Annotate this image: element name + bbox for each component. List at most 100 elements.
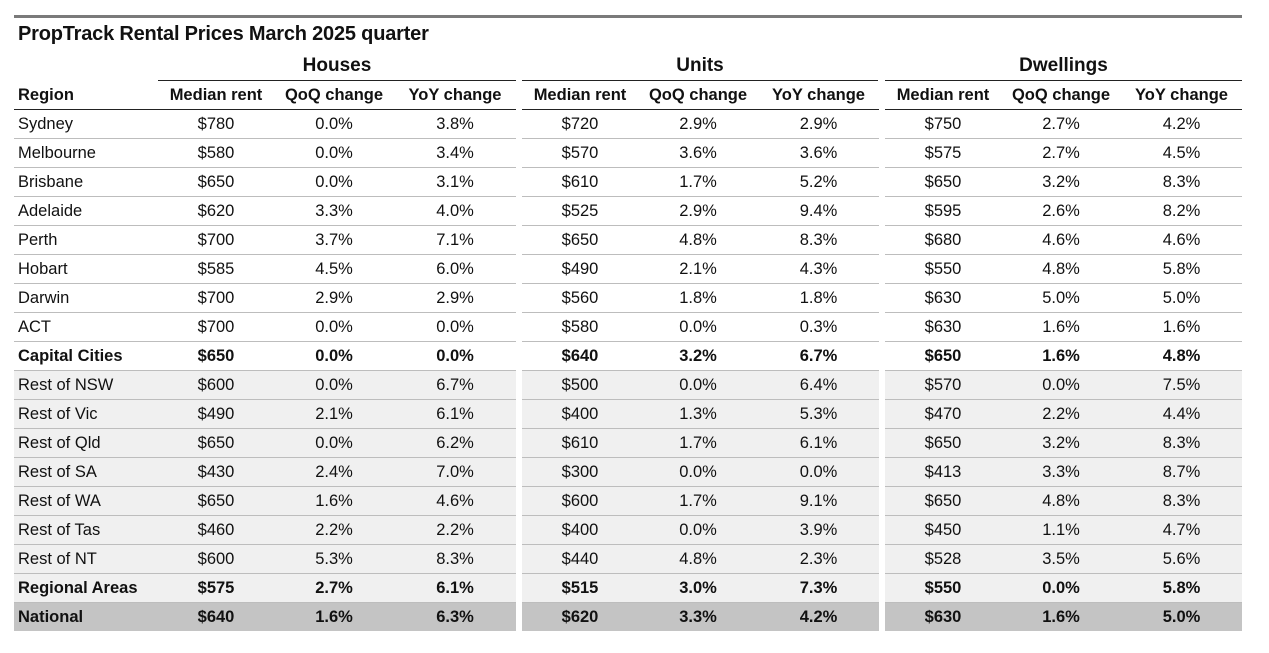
column-gap [879, 602, 885, 631]
table-row: Brisbane $650 0.0% 3.1% $610 1.7% 5.2% $650 3.2%… [14, 167, 1242, 197]
column-gap [516, 109, 522, 139]
units-median-cell: $440 [522, 544, 638, 574]
column-gap [516, 399, 522, 429]
units-qoq-cell: 3.2% [638, 341, 758, 371]
group-header-houses: Houses [302, 55, 372, 76]
column-gap [879, 312, 885, 342]
dwellings-qoq-cell: 0.0% [1001, 573, 1121, 603]
units-qoq-cell: 0.0% [638, 312, 758, 342]
units-qoq-cell: 3.0% [638, 573, 758, 603]
units-qoq-cell: 3.6% [638, 138, 758, 168]
houses-median-cell: $430 [158, 457, 274, 487]
table-row: Rest of Qld $650 0.0% 6.2% $610 1.7% 6.1% $650 3… [14, 428, 1242, 458]
dwellings-qoq-cell: 1.1% [1001, 515, 1121, 545]
column-gap [516, 283, 522, 313]
houses-yoy-cell: 6.7% [394, 370, 516, 400]
region-cell: Capital Cities [14, 341, 158, 371]
units-yoy-cell: 2.9% [758, 109, 879, 139]
dwellings-qoq-cell: 3.2% [1001, 167, 1121, 197]
houses-median-cell: $650 [158, 167, 274, 197]
dwellings-median-cell: $575 [885, 138, 1001, 168]
column-header-dwellings-qoq: QoQ change [1001, 82, 1121, 110]
column-header-houses-median: Median rent [158, 82, 274, 110]
units-qoq-cell: 2.1% [638, 254, 758, 284]
units-yoy-cell: 4.2% [758, 602, 879, 631]
houses-yoy-cell: 6.1% [394, 573, 516, 603]
units-yoy-cell: 0.0% [758, 457, 879, 487]
region-cell: Sydney [14, 109, 158, 139]
units-median-cell: $620 [522, 602, 638, 631]
column-gap [879, 486, 885, 516]
units-median-cell: $490 [522, 254, 638, 284]
houses-median-cell: $650 [158, 428, 274, 458]
table-row: Rest of NSW $600 0.0% 6.7% $500 0.0% 6.4% $570 0… [14, 370, 1242, 400]
houses-qoq-cell: 0.0% [274, 312, 394, 342]
units-median-cell: $560 [522, 283, 638, 313]
region-cell: Rest of Tas [14, 515, 158, 545]
units-yoy-cell: 5.3% [758, 399, 879, 429]
houses-median-cell: $585 [158, 254, 274, 284]
dwellings-qoq-cell: 4.8% [1001, 254, 1121, 284]
houses-yoy-cell: 6.0% [394, 254, 516, 284]
dwellings-qoq-cell: 2.7% [1001, 138, 1121, 168]
rental-prices-table: Region Median rent QoQ change YoY change… [14, 82, 1242, 631]
top-rule [14, 15, 1242, 18]
units-yoy-cell: 6.1% [758, 428, 879, 458]
houses-yoy-cell: 7.1% [394, 225, 516, 255]
houses-qoq-cell: 2.4% [274, 457, 394, 487]
dwellings-yoy-cell: 4.5% [1121, 138, 1242, 168]
houses-qoq-cell: 1.6% [274, 486, 394, 516]
units-median-cell: $400 [522, 515, 638, 545]
houses-qoq-cell: 2.2% [274, 515, 394, 545]
units-median-cell: $610 [522, 428, 638, 458]
units-median-cell: $650 [522, 225, 638, 255]
dwellings-median-cell: $630 [885, 602, 1001, 631]
houses-yoy-cell: 2.2% [394, 515, 516, 545]
table-row: Rest of Vic $490 2.1% 6.1% $400 1.3% 5.3% $470 2… [14, 399, 1242, 429]
houses-qoq-cell: 2.1% [274, 399, 394, 429]
column-gap [516, 254, 522, 284]
dwellings-qoq-cell: 0.0% [1001, 370, 1121, 400]
houses-median-cell: $700 [158, 283, 274, 313]
units-qoq-cell: 2.9% [638, 109, 758, 139]
group-underline-dwellings [885, 80, 1242, 81]
group-underline-units [522, 80, 878, 81]
units-median-cell: $720 [522, 109, 638, 139]
houses-qoq-cell: 0.0% [274, 370, 394, 400]
dwellings-median-cell: $413 [885, 457, 1001, 487]
region-cell: Rest of NSW [14, 370, 158, 400]
dwellings-qoq-cell: 1.6% [1001, 602, 1121, 631]
column-header-houses-qoq: QoQ change [274, 82, 394, 110]
column-gap [516, 341, 522, 371]
dwellings-qoq-cell: 3.2% [1001, 428, 1121, 458]
units-qoq-cell: 1.8% [638, 283, 758, 313]
houses-median-cell: $700 [158, 225, 274, 255]
column-gap [516, 138, 522, 168]
units-median-cell: $610 [522, 167, 638, 197]
units-qoq-cell: 4.8% [638, 544, 758, 574]
table-row: Rest of Tas $460 2.2% 2.2% $400 0.0% 3.9% $450 1… [14, 515, 1242, 545]
dwellings-yoy-cell: 8.3% [1121, 428, 1242, 458]
column-gap [879, 370, 885, 400]
column-gap [516, 544, 522, 574]
region-cell: Rest of Vic [14, 399, 158, 429]
units-median-cell: $400 [522, 399, 638, 429]
houses-yoy-cell: 3.8% [394, 109, 516, 139]
dwellings-yoy-cell: 5.8% [1121, 254, 1242, 284]
units-yoy-cell: 8.3% [758, 225, 879, 255]
dwellings-yoy-cell: 8.3% [1121, 486, 1242, 516]
dwellings-median-cell: $550 [885, 254, 1001, 284]
column-header-units-median: Median rent [522, 82, 638, 110]
page-title: PropTrack Rental Prices March 2025 quart… [18, 23, 429, 45]
houses-qoq-cell: 0.0% [274, 428, 394, 458]
houses-median-cell: $780 [158, 109, 274, 139]
houses-qoq-cell: 0.0% [274, 167, 394, 197]
region-cell: Adelaide [14, 196, 158, 226]
dwellings-qoq-cell: 5.0% [1001, 283, 1121, 313]
dwellings-qoq-cell: 3.3% [1001, 457, 1121, 487]
table-row: Rest of SA $430 2.4% 7.0% $300 0.0% 0.0% $413 3.… [14, 457, 1242, 487]
table-row: National $640 1.6% 6.3% $620 3.3% 4.2% $630 1.6%… [14, 602, 1242, 631]
units-yoy-cell: 3.6% [758, 138, 879, 168]
region-cell: ACT [14, 312, 158, 342]
dwellings-yoy-cell: 4.4% [1121, 399, 1242, 429]
